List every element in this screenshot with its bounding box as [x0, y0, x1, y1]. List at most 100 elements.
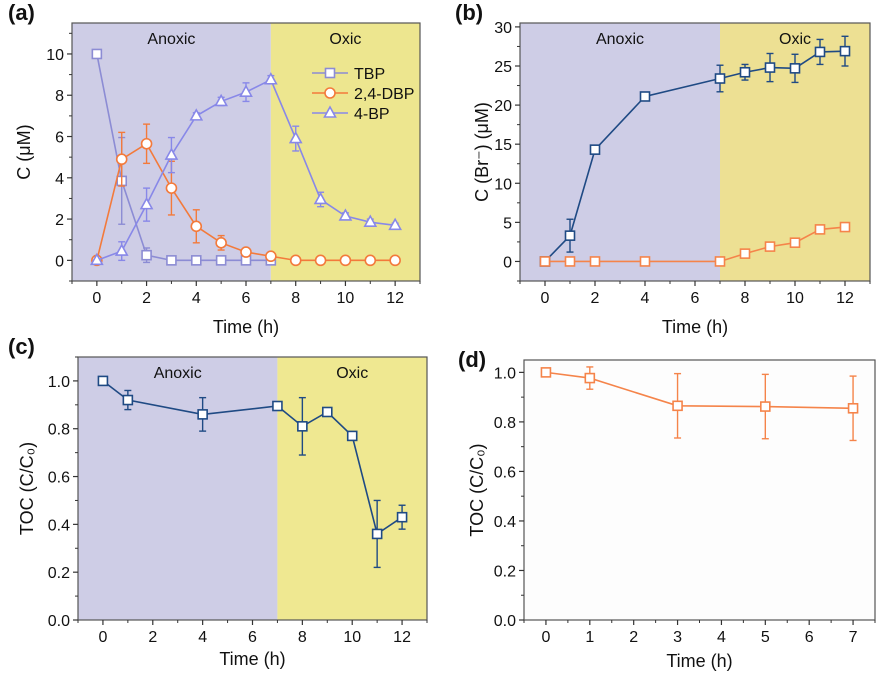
data-point-triangle	[189, 108, 204, 121]
data-point-square	[814, 224, 826, 235]
panel-label: (a)	[8, 0, 35, 25]
data-point-triangle	[388, 217, 402, 231]
data-point-square	[540, 367, 552, 378]
y-tick-label: 4	[55, 171, 64, 188]
series-4-bp	[90, 72, 402, 266]
x-tick-label: 8	[741, 290, 750, 307]
y-tick-label: 0.2	[48, 565, 70, 582]
x-tick-label: 10	[786, 290, 804, 307]
data-point-circle	[240, 246, 252, 258]
region-oxic	[277, 357, 427, 620]
legend-label: 2,4-DBP	[354, 86, 414, 103]
data-point-square	[789, 63, 801, 74]
y-tick-label: 0.2	[494, 563, 516, 580]
y-axis-title: C (μM)	[14, 124, 34, 179]
data-point-square	[396, 511, 408, 523]
data-point-circle	[314, 254, 327, 267]
data-point-circle	[115, 153, 128, 166]
y-tick-label: 0.0	[48, 613, 70, 630]
region-anoxic	[520, 23, 720, 281]
x-tick-label: 10	[337, 290, 355, 307]
data-point-triangle	[214, 93, 228, 107]
y-tick-label: 10	[494, 176, 512, 193]
x-tick-label: 2	[591, 290, 600, 307]
data-point-triangle	[313, 191, 328, 205]
data-point-square	[324, 67, 336, 79]
data-point-square	[760, 401, 771, 412]
data-point-triangle	[288, 130, 303, 144]
y-tick-label: 0.6	[494, 464, 516, 481]
data-point-square	[764, 62, 776, 73]
x-axis-title: Time (h)	[662, 317, 728, 337]
data-point-square	[190, 255, 202, 266]
data-point-square	[564, 256, 576, 267]
y-tick-label: 0.8	[494, 415, 516, 432]
data-point-square	[91, 48, 103, 60]
data-point-square	[166, 255, 177, 266]
y-tick-label: 10	[46, 47, 64, 64]
y-tick-label: 0	[55, 253, 64, 270]
series-br-orange-	[539, 221, 851, 267]
data-point-square	[584, 372, 596, 384]
data-point-square	[672, 400, 683, 412]
region-label: Oxic	[336, 365, 368, 382]
panel-label: (c)	[8, 334, 35, 359]
data-point-square	[764, 241, 776, 252]
series-line	[545, 226, 846, 263]
x-tick-label: 12	[836, 290, 854, 307]
y-tick-label: 0.4	[48, 517, 70, 534]
data-point-square	[714, 256, 726, 267]
data-point-square	[589, 144, 601, 155]
x-tick-label: 3	[673, 629, 682, 646]
x-tick-label: 4	[192, 290, 201, 307]
series-line	[544, 50, 846, 263]
data-point-square	[539, 256, 551, 267]
y-tick-label: 0	[503, 254, 512, 271]
x-tick-label: 0	[541, 629, 550, 646]
data-point-triangle	[114, 243, 129, 256]
data-point-square	[714, 73, 726, 84]
data-point-square	[564, 230, 576, 241]
x-tick-label: 2	[148, 629, 157, 646]
region-label: Oxic	[329, 31, 361, 48]
chart-panel-d: 0 1 2 3 4 5 6 7 0.0 0.2 0.4 0.6 0.8 1.0 Time (h) TOC (C…	[458, 347, 876, 671]
series-toc	[540, 366, 859, 442]
data-point-circle	[289, 254, 302, 267]
x-tick-label: 6	[691, 290, 700, 307]
y-tick-label: 5	[503, 215, 512, 232]
data-point-square	[789, 237, 801, 248]
data-point-circle	[265, 250, 277, 263]
x-tick-label: 4	[198, 629, 207, 646]
data-point-square	[297, 421, 308, 432]
chart-panel-c: Anoxic Oxic 0 2 4 6 8 10 12 0.0 0.2 0.4 0.6 0.8 1.0 Tim…	[8, 334, 428, 669]
data-point-square	[346, 430, 358, 442]
y-tick-label: 1.0	[48, 374, 70, 391]
y-tick-label: 8	[55, 88, 64, 105]
data-point-triangle	[363, 214, 378, 227]
data-point-circle	[324, 87, 336, 99]
data-point-triangle	[338, 208, 353, 221]
data-point-triangle	[264, 72, 278, 85]
x-tick-label: 4	[717, 629, 726, 646]
y-tick-label: 0.6	[48, 470, 70, 487]
x-tick-label: 6	[805, 629, 814, 646]
legend-label: TBP	[354, 66, 385, 83]
data-point-square	[122, 394, 134, 406]
x-tick-label: 8	[298, 629, 307, 646]
y-tick-label: 0.0	[494, 613, 516, 630]
x-tick-label: 2	[629, 629, 638, 646]
data-point-triangle	[90, 252, 104, 266]
data-point-square	[272, 400, 283, 412]
x-tick-label: 12	[393, 629, 411, 646]
data-point-square	[639, 256, 651, 267]
y-axis-title: TOC (C/C₀)	[17, 442, 37, 535]
y-tick-label: 1.0	[494, 365, 516, 382]
x-tick-label: 8	[291, 290, 300, 307]
data-point-circle	[215, 237, 227, 249]
data-point-square	[814, 46, 826, 58]
x-tick-label: 7	[849, 629, 858, 646]
region-anoxic	[78, 357, 278, 620]
x-axis-title: Time (h)	[219, 649, 285, 669]
data-point-square	[197, 409, 208, 420]
x-tick-label: 6	[242, 290, 251, 307]
